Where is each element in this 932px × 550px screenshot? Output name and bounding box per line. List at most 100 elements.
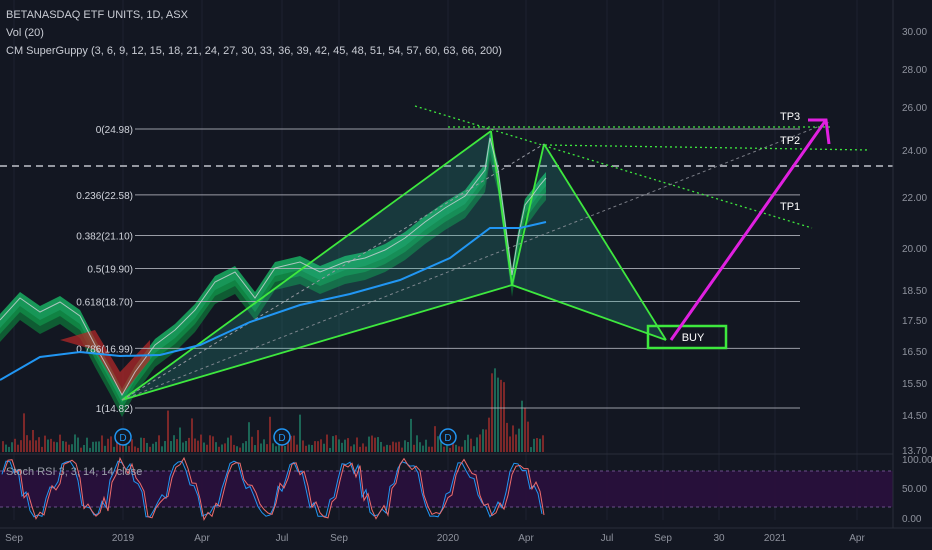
fib-level-label: 0(24.98): [96, 125, 133, 136]
volume-bar: [2, 441, 4, 452]
volume-bar: [284, 446, 286, 452]
volume-bar: [443, 446, 445, 452]
volume-bar: [8, 446, 10, 452]
y-tick-label: 24.00: [902, 146, 927, 157]
volume-bar: [248, 422, 250, 452]
volume-bar: [59, 434, 61, 452]
volume-bar: [140, 437, 142, 452]
volume-bar: [428, 446, 430, 452]
volume-bar: [269, 416, 271, 452]
volume-bar: [431, 446, 433, 452]
y-tick-label: 18.50: [902, 286, 927, 297]
volume-bar: [251, 436, 253, 452]
x-tick-label: 2019: [112, 533, 135, 544]
volume-bar: [218, 446, 220, 452]
volume-bar: [377, 437, 379, 452]
x-tick-label: Jul: [601, 533, 614, 544]
volume-bar: [401, 447, 403, 452]
volume-bar: [92, 441, 94, 452]
volume-bar: [533, 438, 535, 452]
volume-bar: [455, 444, 457, 452]
volume-bar: [530, 447, 532, 452]
volume-bar: [404, 440, 406, 452]
volume-bar: [38, 437, 40, 452]
volume-bar: [119, 441, 121, 452]
volume-bar: [458, 446, 460, 452]
volume-bar: [515, 434, 517, 452]
volume-bar: [440, 439, 442, 452]
volume-bar: [257, 430, 259, 452]
volume-bar: [212, 436, 214, 452]
dividend-marker-label: D: [119, 433, 126, 444]
volume-bar: [173, 435, 175, 452]
x-tick-label: Apr: [194, 533, 210, 544]
volume-bar: [143, 437, 145, 452]
volume-bar: [479, 434, 481, 452]
harmonic-pattern[interactable]: [121, 130, 667, 401]
volume-bar: [80, 447, 82, 452]
volume-bar: [272, 443, 274, 452]
volume-bar: [122, 441, 124, 452]
pattern-bcd-fill: [512, 144, 666, 340]
volume-bar: [350, 446, 352, 452]
volume-bar: [233, 444, 235, 452]
long-dashed-trend: [121, 121, 831, 401]
x-tick-label: Sep: [5, 533, 23, 544]
volume-bar: [287, 437, 289, 452]
volume-bar: [155, 441, 157, 452]
volume-bar: [347, 438, 349, 452]
volume-bar: [488, 417, 490, 452]
volume-bar: [110, 436, 112, 452]
stoch-tick-label: 100.00: [902, 455, 932, 466]
volume-bar: [191, 418, 193, 452]
volume-bar: [482, 429, 484, 452]
volume-bar: [197, 440, 199, 452]
overlay[interactable]: BUY TP1 TP2 TP3: [646, 111, 831, 350]
y-tick-label: 20.00: [902, 244, 927, 255]
volume-bar: [104, 445, 106, 452]
guppy-band-slow: [0, 146, 546, 417]
volume-bar: [509, 436, 511, 452]
symbol-title: BETANASDAQ ETF UNITS, 1D, ASX: [6, 9, 188, 21]
volume-bar: [275, 446, 277, 452]
pattern-leg: [511, 143, 545, 286]
volume-bar: [539, 438, 541, 452]
volume-bar: [290, 435, 292, 452]
volume-bar: [182, 442, 184, 452]
volume-bar: [317, 441, 319, 452]
volume-bar: [107, 438, 109, 452]
volume-bar: [416, 435, 418, 452]
trend-lines[interactable]: [121, 105, 871, 401]
price-line: [0, 137, 547, 397]
volume-bar: [149, 446, 151, 452]
volume-bar: [89, 447, 91, 452]
volume-bar: [368, 436, 370, 452]
volume-bar: [113, 446, 115, 452]
volume-bar: [146, 442, 148, 452]
volume-bar: [260, 443, 262, 452]
ma-200-line: [0, 221, 547, 381]
volume-bar: [293, 435, 295, 452]
y-tick-label: 13.70: [902, 446, 927, 457]
projection-arrow-line: [669, 119, 828, 341]
volume-bar: [86, 437, 88, 452]
fib-retracement[interactable]: 0(24.98) 0.236(22.58) 0.382(21.10) 0.5(19.9…: [0, 125, 893, 415]
volume-bar: [5, 444, 7, 452]
volume-bar: [266, 444, 268, 452]
volume-bar: [74, 434, 76, 452]
volume-bar: [11, 442, 13, 452]
volume-bar: [35, 440, 37, 452]
volume-bar: [542, 435, 544, 452]
volume-bar: [245, 441, 247, 452]
volume-bar: [437, 436, 439, 452]
volume-bar: [101, 435, 103, 452]
volume-bar: [71, 444, 73, 452]
volume-bar: [380, 441, 382, 452]
dividend-marker-label: D: [278, 433, 285, 444]
volume-bar: [467, 434, 469, 452]
volume-bar: [521, 400, 523, 452]
volume-bar: [314, 441, 316, 452]
volume-bar: [419, 442, 421, 452]
volume-bar: [344, 439, 346, 452]
